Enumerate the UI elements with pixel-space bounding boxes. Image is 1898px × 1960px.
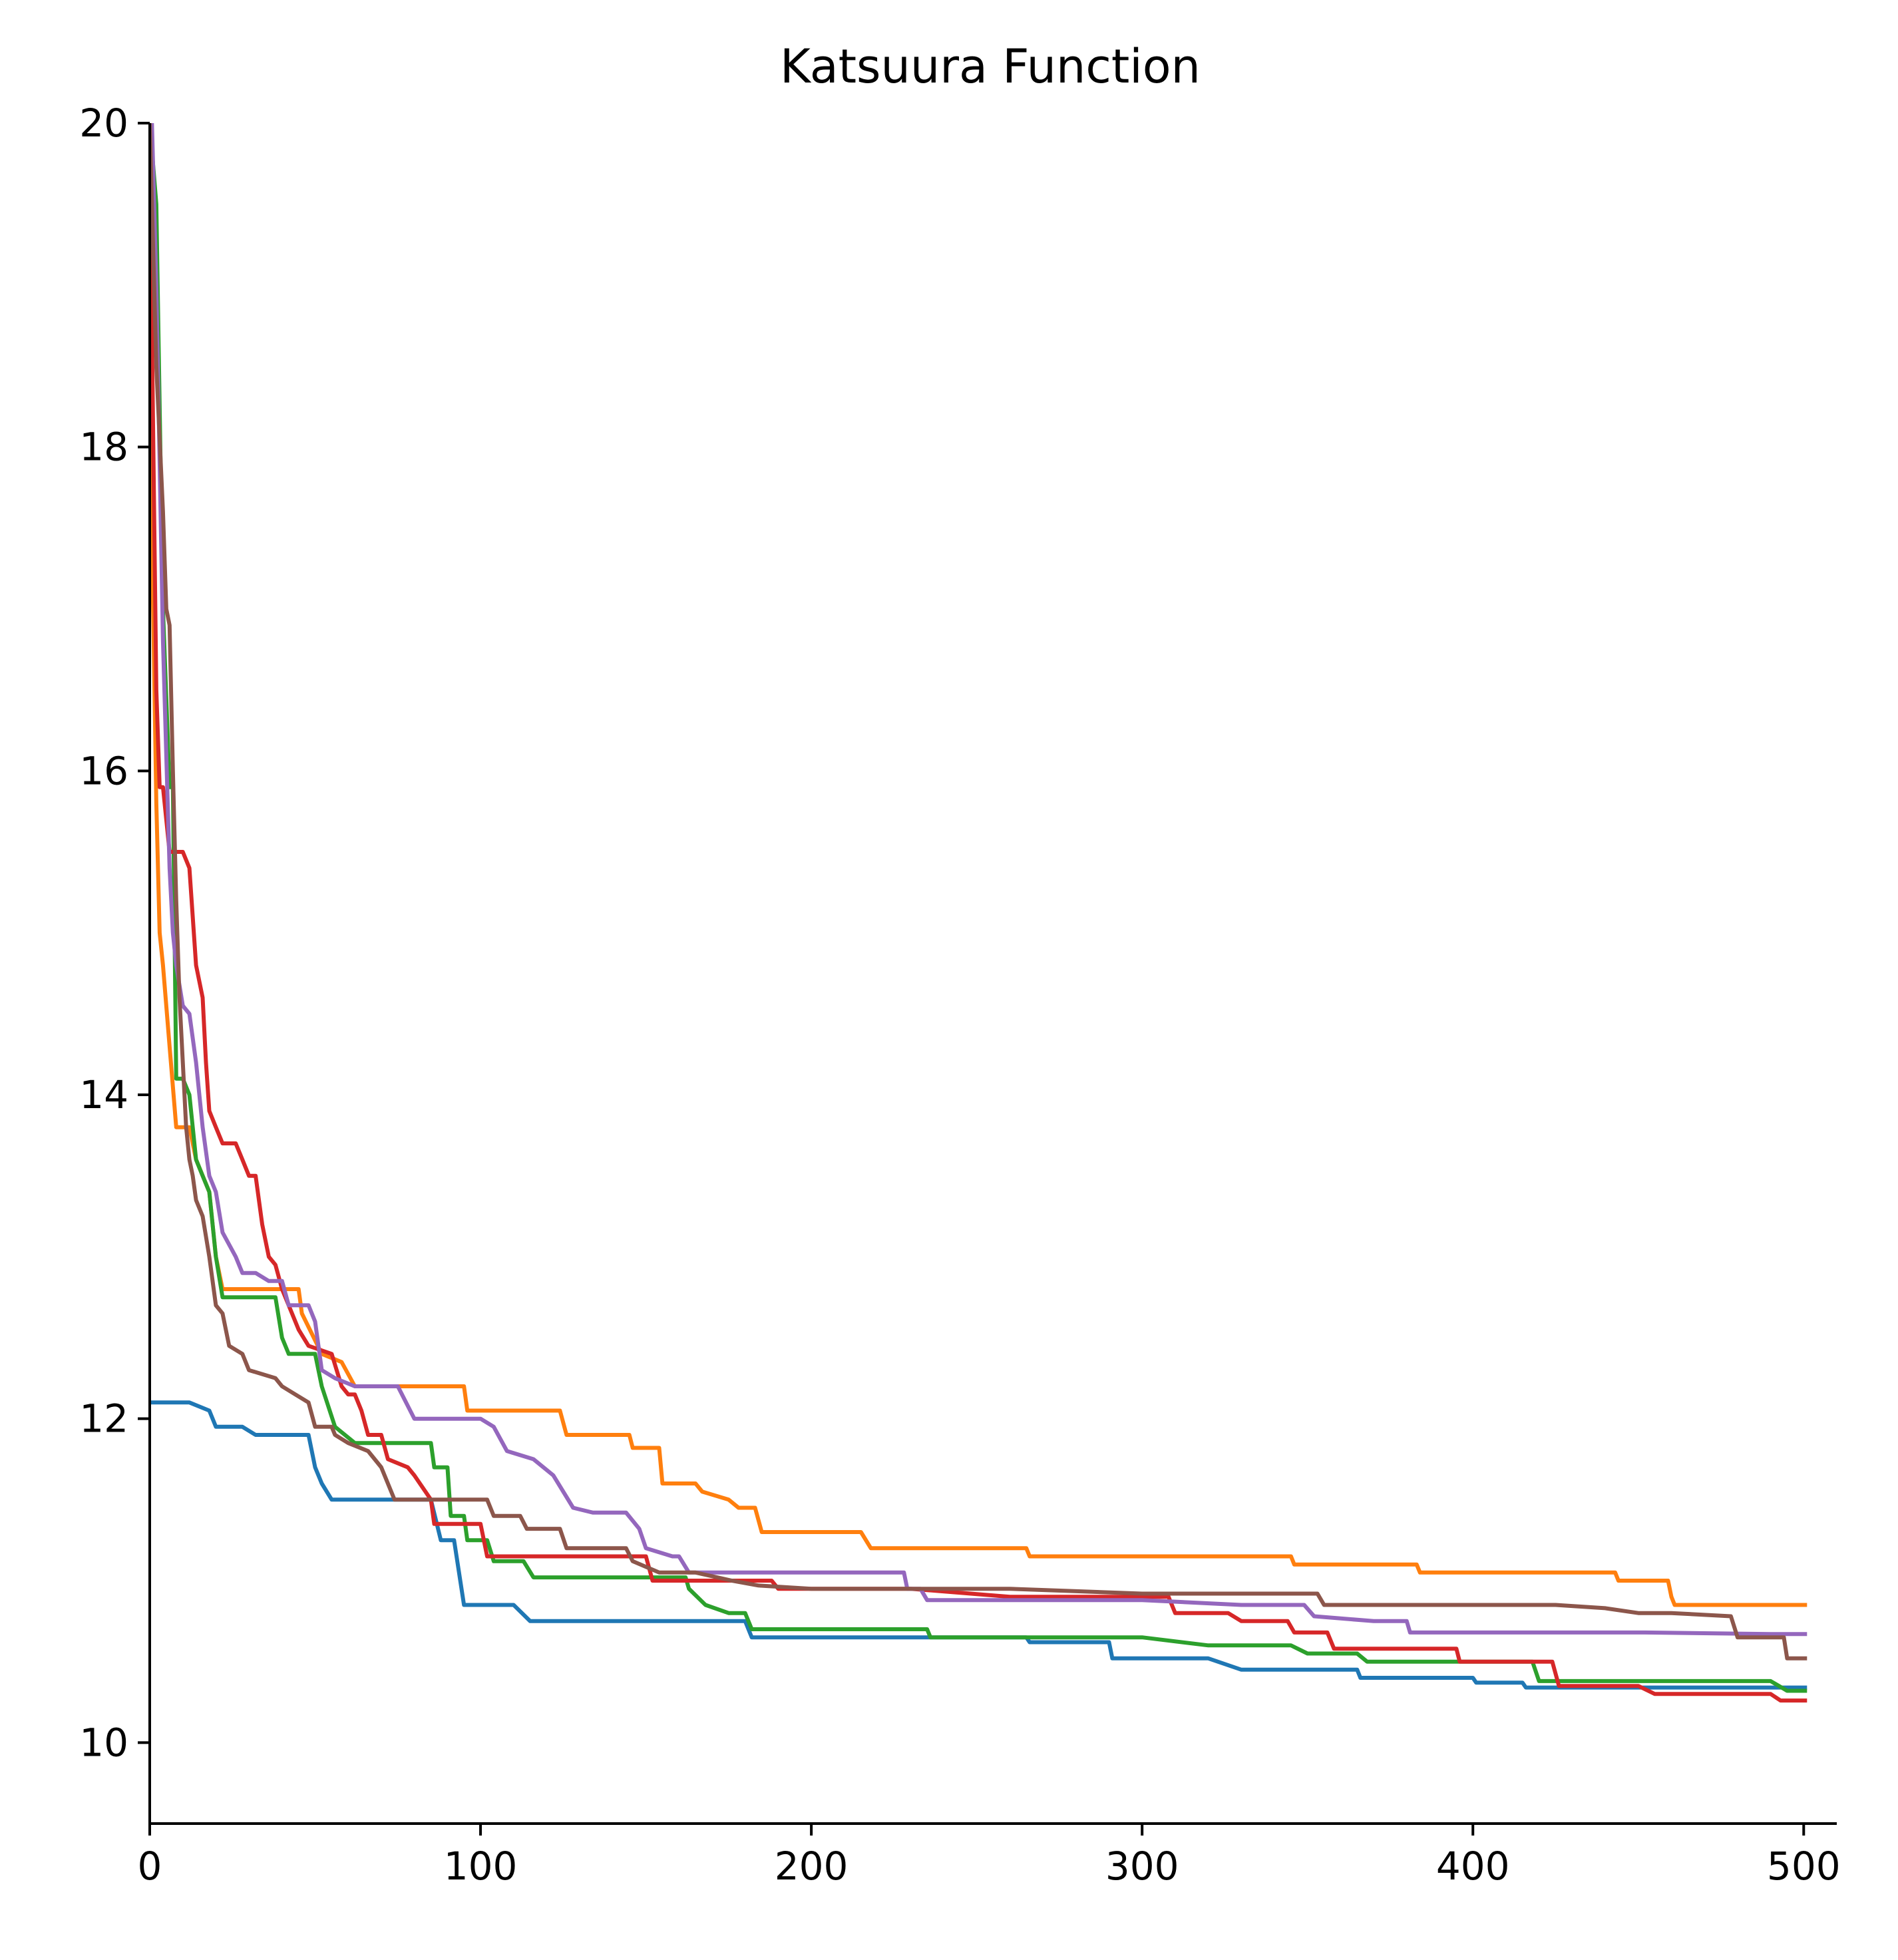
y-tick-label: 12 [79, 1396, 128, 1442]
y-tick-label: 20 [79, 100, 128, 146]
series-line-6 [150, 123, 1807, 1661]
y-tick-label: 16 [79, 748, 128, 793]
series-line-3 [150, 123, 1807, 1693]
series-line-2 [150, 398, 1807, 1607]
y-tick-label: 14 [79, 1072, 128, 1117]
chart-title: Katsuura Function [780, 39, 1201, 94]
y-tick-label: 10 [79, 1720, 128, 1765]
axes-layer: 0 100 200 300 400 500 10 12 14 16 18 20 [79, 100, 1840, 1889]
y-tick-label: 18 [79, 425, 128, 470]
series-line-5 [150, 123, 1807, 1637]
series-layer [150, 123, 1807, 1703]
x-tick-label: 300 [1105, 1844, 1179, 1889]
series-line-1 [150, 1400, 1807, 1690]
x-tick-label: 400 [1436, 1844, 1510, 1889]
x-tick-label: 500 [1767, 1844, 1841, 1889]
x-tick-label: 100 [444, 1844, 518, 1889]
x-tick-label: 200 [775, 1844, 849, 1889]
x-tick-label: 0 [138, 1844, 162, 1889]
series-line-4 [150, 155, 1807, 1703]
